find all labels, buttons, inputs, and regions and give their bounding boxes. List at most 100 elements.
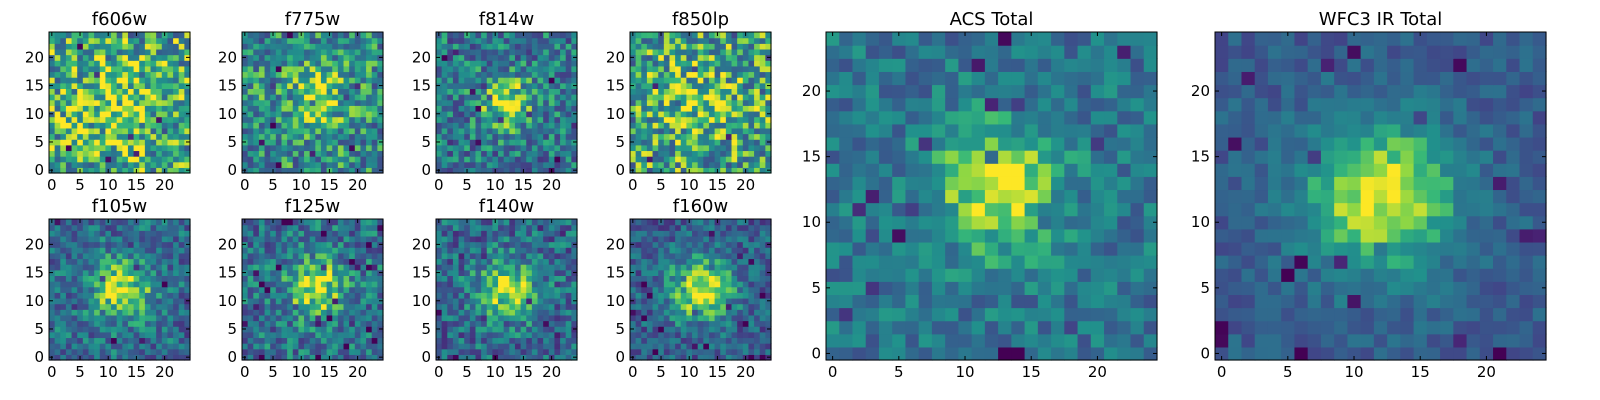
pixel-cell bbox=[742, 139, 750, 146]
pixel-cell bbox=[144, 314, 152, 322]
pixel-cell bbox=[337, 161, 345, 168]
pixel-cell bbox=[725, 314, 733, 322]
pixel-cell bbox=[275, 292, 283, 299]
pixel-cell bbox=[150, 65, 157, 73]
pixel-cell bbox=[554, 48, 561, 56]
pixel-cell bbox=[509, 150, 516, 157]
pixel-cell bbox=[82, 320, 90, 327]
pixel-cell bbox=[537, 99, 544, 106]
pixel-cell bbox=[71, 337, 78, 344]
pixel-cell bbox=[82, 269, 90, 276]
pixel-cell bbox=[737, 326, 744, 333]
pixel-cell bbox=[464, 161, 471, 168]
pixel-cell bbox=[458, 235, 465, 243]
pixel-cell bbox=[167, 133, 174, 140]
pixel-cell bbox=[571, 258, 578, 265]
pixel-cell bbox=[441, 82, 448, 89]
pixel-cell bbox=[116, 110, 123, 118]
pixel-cell bbox=[447, 320, 454, 327]
pixel-cell bbox=[116, 88, 123, 95]
pixel-cell bbox=[116, 43, 123, 50]
pixel-cell bbox=[275, 60, 283, 67]
pixel-cell bbox=[371, 303, 378, 310]
pixel-cell bbox=[503, 219, 510, 226]
pixel-cell bbox=[692, 354, 699, 361]
pixel-cell bbox=[458, 82, 465, 89]
pixel-cell bbox=[492, 252, 499, 260]
pixel-cell bbox=[464, 122, 471, 129]
pixel-cell bbox=[652, 94, 659, 101]
pixel-cell bbox=[554, 258, 561, 265]
pixel-cell bbox=[349, 326, 356, 333]
pixel-cell bbox=[99, 139, 106, 146]
pixel-cell bbox=[759, 281, 766, 288]
pixel-cell bbox=[441, 292, 448, 299]
pixel-cell bbox=[105, 88, 112, 95]
pixel-cell bbox=[514, 88, 522, 95]
pixel-cell bbox=[526, 252, 533, 260]
pixel-cell bbox=[144, 122, 152, 129]
pixel-cell bbox=[133, 156, 140, 163]
pixel-cell bbox=[287, 71, 294, 78]
pixel-cell bbox=[156, 331, 163, 339]
pixel-cell bbox=[686, 348, 693, 355]
pixel-cell bbox=[71, 105, 78, 112]
pixel-cell bbox=[571, 286, 578, 293]
pixel-cell bbox=[748, 337, 755, 344]
pixel-cell bbox=[292, 122, 299, 129]
pixel-cell bbox=[548, 105, 556, 112]
pixel-cell bbox=[377, 337, 384, 344]
pixel-cell bbox=[326, 343, 333, 350]
pixel-cell bbox=[111, 235, 118, 243]
pixel-cell bbox=[287, 88, 294, 95]
pixel-cell bbox=[127, 292, 135, 299]
pixel-cell bbox=[173, 37, 180, 44]
pixel-cell bbox=[692, 122, 699, 129]
pixel-cell bbox=[652, 144, 659, 152]
pixel-cell bbox=[731, 161, 738, 168]
pixel-cell bbox=[354, 88, 362, 95]
pixel-cell bbox=[133, 230, 140, 237]
pixel-cell bbox=[65, 116, 73, 123]
pixel-cell bbox=[354, 122, 362, 129]
pixel-cell bbox=[675, 71, 682, 78]
pixel-cell bbox=[127, 264, 135, 271]
pixel-cell bbox=[349, 337, 356, 344]
pixel-cell bbox=[543, 77, 550, 84]
pixel-cell bbox=[337, 354, 345, 361]
pixel-cell bbox=[139, 309, 146, 316]
pixel-cell bbox=[360, 144, 367, 152]
pixel-cell bbox=[309, 144, 316, 152]
pixel-cell bbox=[469, 331, 477, 339]
pixel-cell bbox=[697, 292, 704, 299]
pixel-cell bbox=[111, 303, 118, 310]
pixel-cell bbox=[737, 354, 744, 361]
pixel-cell bbox=[537, 110, 544, 118]
pixel-cell bbox=[714, 150, 721, 157]
pixel-cell bbox=[349, 314, 356, 322]
pixel-cell bbox=[360, 77, 367, 84]
pixel-cell bbox=[366, 161, 373, 168]
pixel-cell bbox=[253, 314, 260, 322]
pixel-cell bbox=[343, 247, 350, 254]
pixel-cell bbox=[742, 37, 750, 44]
pixel-cell bbox=[641, 156, 648, 163]
pixel-cell bbox=[686, 337, 693, 344]
pixel-cell bbox=[144, 247, 152, 254]
pixel-cell bbox=[247, 48, 254, 56]
pixel-cell bbox=[697, 161, 704, 168]
pixel-cell bbox=[543, 156, 550, 163]
pixel-cell bbox=[509, 71, 516, 78]
pixel-cell bbox=[737, 281, 744, 288]
pixel-cell bbox=[315, 156, 322, 163]
pixel-cell bbox=[150, 77, 157, 84]
pixel-cell bbox=[247, 275, 254, 282]
pixel-cell bbox=[514, 122, 522, 129]
pixel-cell bbox=[326, 105, 333, 112]
pixel-cell bbox=[366, 309, 373, 316]
pixel-cell bbox=[714, 99, 721, 106]
pixel-cell bbox=[49, 275, 56, 282]
pixel-cell bbox=[543, 71, 550, 78]
pixel-cell bbox=[133, 264, 140, 271]
pixel-cell bbox=[264, 252, 271, 260]
